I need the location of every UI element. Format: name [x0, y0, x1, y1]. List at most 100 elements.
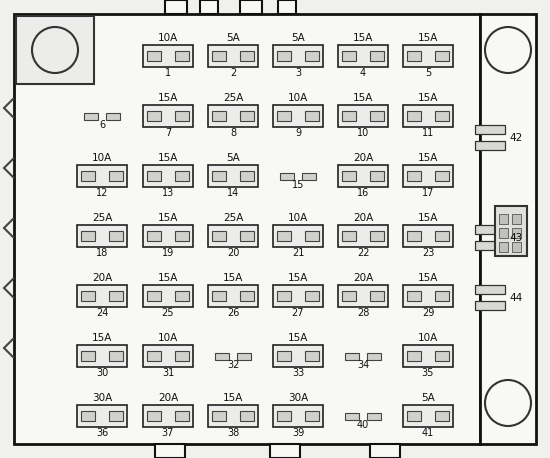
Text: 20A: 20A	[353, 153, 373, 163]
Bar	[277, 231, 291, 241]
Bar	[435, 51, 449, 61]
Bar	[143, 105, 193, 127]
Bar	[147, 171, 161, 181]
Text: 13: 13	[162, 188, 174, 198]
Text: 10: 10	[357, 128, 369, 138]
Bar	[208, 105, 258, 127]
Bar	[403, 345, 453, 367]
Bar	[277, 351, 291, 361]
Bar	[165, 0, 187, 14]
Bar	[499, 242, 508, 252]
Text: 5A: 5A	[421, 393, 435, 403]
Bar	[403, 165, 453, 187]
Bar	[370, 291, 384, 301]
Text: 15A: 15A	[418, 93, 438, 103]
Bar	[370, 444, 400, 458]
Bar	[77, 225, 127, 247]
Bar	[81, 291, 95, 301]
Bar	[16, 16, 94, 84]
Bar	[342, 171, 356, 181]
Text: 15A: 15A	[223, 273, 243, 283]
Bar	[143, 405, 193, 427]
Bar	[407, 351, 421, 361]
Text: 28: 28	[357, 308, 369, 318]
Text: 34: 34	[357, 360, 369, 371]
Bar	[435, 171, 449, 181]
Text: 43: 43	[509, 233, 522, 243]
Text: 15A: 15A	[223, 393, 243, 403]
Bar	[77, 345, 127, 367]
Text: 4: 4	[360, 68, 366, 78]
Text: 2: 2	[230, 68, 236, 78]
Text: 6: 6	[99, 120, 105, 131]
Bar	[212, 51, 226, 61]
Text: 7: 7	[165, 128, 171, 138]
Bar	[305, 231, 319, 241]
Text: 15A: 15A	[353, 33, 373, 43]
Text: 15A: 15A	[158, 213, 178, 223]
Bar	[407, 171, 421, 181]
Bar	[81, 231, 95, 241]
Text: 15A: 15A	[158, 153, 178, 163]
Bar	[345, 353, 359, 360]
Bar	[407, 291, 421, 301]
Bar	[77, 165, 127, 187]
Text: 8: 8	[230, 128, 236, 138]
Bar	[277, 51, 291, 61]
Bar	[147, 291, 161, 301]
Text: 17: 17	[422, 188, 434, 198]
Text: 9: 9	[295, 128, 301, 138]
Bar	[208, 165, 258, 187]
Bar	[338, 285, 388, 307]
Bar	[109, 231, 123, 241]
Bar	[147, 231, 161, 241]
Text: 20A: 20A	[353, 213, 373, 223]
Bar	[277, 111, 291, 121]
Bar	[475, 301, 505, 310]
Text: 26: 26	[227, 308, 239, 318]
Bar	[435, 351, 449, 361]
Text: 30A: 30A	[288, 393, 308, 403]
Text: 38: 38	[227, 428, 239, 438]
Bar	[370, 111, 384, 121]
Text: 20A: 20A	[92, 273, 112, 283]
Bar	[240, 231, 254, 241]
Text: 36: 36	[96, 428, 108, 438]
Bar	[435, 411, 449, 421]
Text: 5A: 5A	[226, 33, 240, 43]
Text: 5A: 5A	[291, 33, 305, 43]
Bar	[84, 113, 98, 120]
Text: 15A: 15A	[158, 93, 178, 103]
Text: 19: 19	[162, 248, 174, 258]
Text: 25A: 25A	[223, 93, 243, 103]
Bar	[81, 411, 95, 421]
Text: 11: 11	[422, 128, 434, 138]
Bar	[212, 231, 226, 241]
Bar	[403, 405, 453, 427]
Bar	[109, 351, 123, 361]
Bar	[407, 231, 421, 241]
Bar	[403, 285, 453, 307]
Bar	[212, 171, 226, 181]
Bar	[212, 291, 226, 301]
Bar	[499, 214, 508, 224]
Bar	[273, 225, 323, 247]
Bar	[435, 111, 449, 121]
Bar	[212, 411, 226, 421]
Bar	[342, 51, 356, 61]
Bar	[240, 0, 262, 14]
Bar	[273, 405, 323, 427]
Text: 33: 33	[292, 368, 304, 378]
Text: 23: 23	[422, 248, 434, 258]
Text: 20A: 20A	[158, 393, 178, 403]
Bar	[237, 353, 251, 360]
Text: 15: 15	[292, 180, 304, 191]
Bar	[175, 111, 189, 121]
Bar	[240, 291, 254, 301]
Bar	[175, 351, 189, 361]
Text: 15A: 15A	[288, 273, 308, 283]
Bar	[175, 231, 189, 241]
Bar	[512, 242, 521, 252]
Bar	[403, 225, 453, 247]
Text: 15A: 15A	[418, 213, 438, 223]
